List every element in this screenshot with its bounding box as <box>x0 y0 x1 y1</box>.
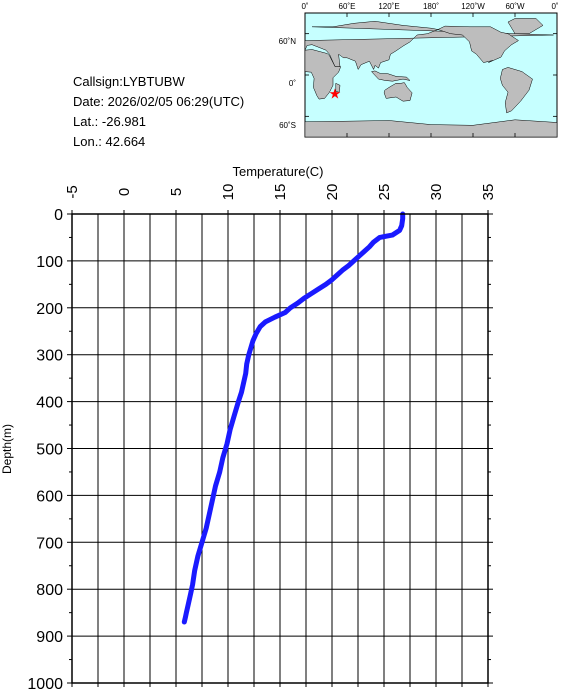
plot-frame <box>71 213 489 684</box>
map-lat-tick-label: 0˚ <box>289 79 296 88</box>
map-land <box>304 18 558 138</box>
south-america-landmass <box>500 67 533 114</box>
map-lon-tick-label: 120˚E <box>378 2 399 11</box>
y-tick-label: 1000 <box>27 676 63 690</box>
map-lon-tick-label: 0˚ <box>301 2 308 11</box>
map-lon-tick-label: 60˚E <box>339 2 356 11</box>
callsign-text: Callsign:LYBTUBW <box>73 74 185 89</box>
map-lon-tick-label: 120˚W <box>461 2 485 11</box>
north-america-landmass <box>437 25 519 63</box>
station-marker-icon: ★ <box>329 86 342 102</box>
lat-text: Lat.: -26.981 <box>73 114 146 129</box>
australia-landmass <box>383 82 413 102</box>
y-tick-label: 700 <box>36 535 63 552</box>
x-tick-label: 10 <box>220 184 237 201</box>
y-tick-label: 200 <box>36 301 63 318</box>
indonesia-landmass <box>371 70 411 82</box>
station-info: Callsign:LYBTUBW Date: 2026/02/05 06:29(… <box>73 74 244 149</box>
x-tick-label: 25 <box>376 184 393 201</box>
date-text: Date: 2026/02/05 06:29(UTC) <box>73 94 244 109</box>
world-map: 0˚ 60˚E 120˚E 180˚ 120˚W 60˚W 0˚ 60˚N 0˚… <box>279 2 559 138</box>
profile-chart: Temperature(C) Depth(m) -5 0 5 10 15 20 25 30 35… <box>0 164 497 690</box>
chart-grid <box>71 213 489 684</box>
x-tick-label: 5 <box>168 188 185 196</box>
temperature-profile-line <box>181 211 406 625</box>
y-tick-label: 900 <box>36 629 63 646</box>
y-tick-label: 500 <box>36 442 63 459</box>
y-tick-label: 0 <box>54 207 63 224</box>
x-tick-label: 35 <box>480 184 497 201</box>
y-tick-label: 100 <box>36 254 63 271</box>
x-tick-label: 30 <box>428 184 445 201</box>
y-tick-label: 300 <box>36 348 63 365</box>
x-tick-label: 20 <box>324 184 341 201</box>
map-lon-tick-label: 60˚W <box>505 2 525 11</box>
y-axis-label: Depth(m) <box>0 424 14 474</box>
map-lon-tick-label: 180˚ <box>423 2 439 11</box>
y-tick-labels: 0 100 200 300 400 500 600 700 800 900 1000 <box>27 207 63 690</box>
map-lon-tick-label: 0˚ <box>551 2 558 11</box>
y-tick-label: 800 <box>36 582 63 599</box>
lon-text: Lon.: 42.664 <box>73 134 145 149</box>
x-tick-label: -5 <box>64 185 81 198</box>
map-graticule <box>305 13 557 137</box>
madagascar-landmass <box>335 82 341 93</box>
x-tick-labels: -5 0 5 10 15 20 25 30 35 <box>64 184 497 201</box>
y-tick-label: 600 <box>36 488 63 505</box>
x-tick-label: 15 <box>272 184 289 201</box>
map-lat-tick-label: 60˚N <box>279 37 297 46</box>
temperature-profile-series <box>181 211 406 625</box>
x-tick-label: 0 <box>116 188 133 196</box>
greenland-landmass <box>507 18 544 34</box>
x-axis-label: Temperature(C) <box>232 164 323 179</box>
map-lat-tick-label: 60˚S <box>279 121 296 130</box>
y-tick-label: 400 <box>36 395 63 412</box>
africa-landmass <box>304 49 342 100</box>
